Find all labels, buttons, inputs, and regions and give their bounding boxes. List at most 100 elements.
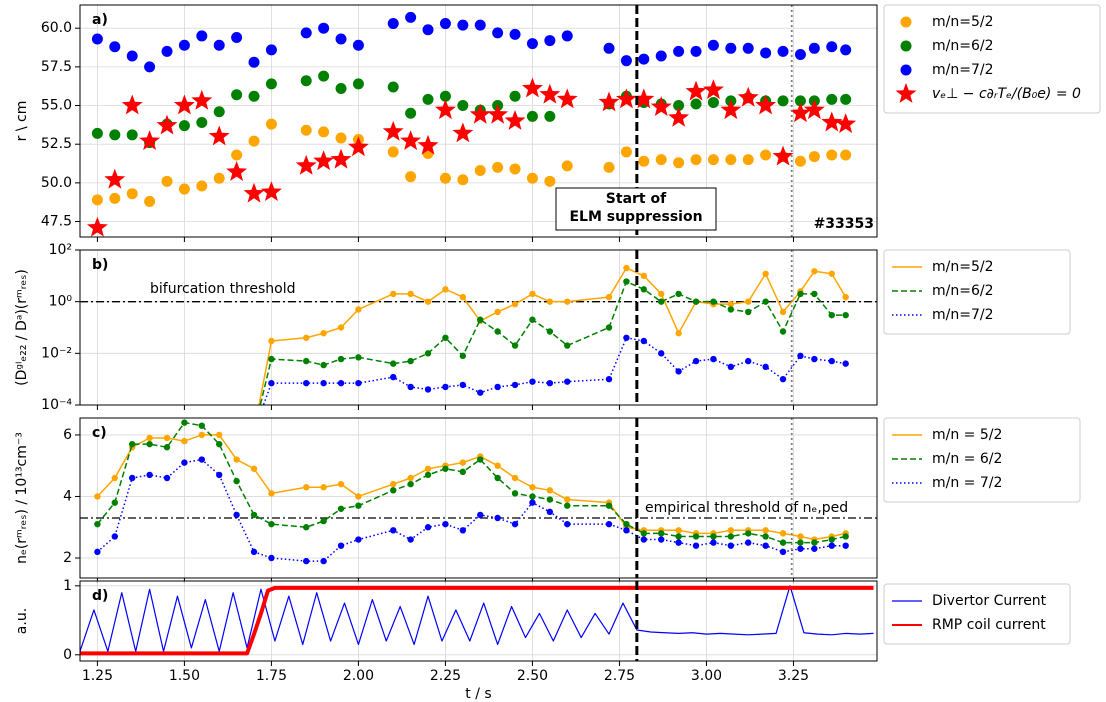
- point: [797, 533, 804, 540]
- point: [109, 129, 121, 141]
- point: [710, 533, 717, 540]
- point: [146, 440, 153, 448]
- point: [828, 311, 835, 319]
- point: [459, 527, 467, 534]
- star-point: [737, 86, 759, 107]
- star-point: [173, 94, 195, 115]
- point: [231, 31, 243, 43]
- star-point: [521, 77, 543, 98]
- panel: [80, 250, 877, 434]
- series-line: [96, 434, 846, 541]
- point: [109, 41, 121, 53]
- star-point: [504, 110, 526, 130]
- point: [603, 42, 615, 54]
- y-tick-label: 57.5: [41, 59, 72, 75]
- point: [511, 520, 519, 528]
- point: [111, 499, 119, 506]
- point: [352, 78, 364, 90]
- point: [161, 175, 173, 187]
- legend-label: m/n=5/2: [932, 259, 994, 275]
- star-point: [121, 94, 143, 115]
- point: [318, 126, 330, 138]
- legend-label: m/n=7/2: [932, 62, 994, 78]
- point: [146, 434, 153, 442]
- legend-label: RMP coil current: [932, 617, 1046, 633]
- y-tick-label: 6: [63, 427, 72, 443]
- point: [213, 106, 225, 118]
- point: [561, 30, 573, 42]
- point: [474, 19, 486, 31]
- point: [640, 286, 648, 293]
- point: [422, 93, 434, 105]
- point: [794, 155, 806, 167]
- star-point: [539, 83, 561, 104]
- point: [640, 536, 648, 543]
- point: [163, 444, 171, 451]
- star-point: [400, 130, 422, 151]
- point: [811, 268, 818, 275]
- point: [268, 337, 275, 345]
- star-point: [86, 216, 108, 237]
- point: [840, 149, 852, 161]
- legend-box: [883, 417, 1081, 503]
- panel-label: a): [92, 12, 108, 28]
- point: [828, 270, 835, 277]
- point: [233, 511, 240, 519]
- star-point: [434, 99, 456, 120]
- point: [777, 45, 789, 57]
- point: [727, 527, 735, 534]
- point: [251, 428, 257, 434]
- point: [144, 195, 156, 207]
- point: [561, 160, 573, 172]
- star-point: [821, 111, 843, 132]
- point: [526, 110, 538, 122]
- star-point: [487, 103, 509, 124]
- point: [658, 298, 665, 305]
- point: [109, 192, 121, 204]
- star-point: [191, 89, 213, 110]
- axes-frame: [79, 249, 878, 406]
- point: [620, 55, 632, 67]
- point: [605, 293, 613, 301]
- point: [178, 183, 190, 195]
- point: [638, 53, 650, 65]
- star-point: [633, 88, 655, 109]
- point: [779, 539, 787, 546]
- point: [564, 298, 571, 305]
- point: [511, 381, 519, 389]
- star-point: [226, 161, 248, 181]
- point: [250, 465, 258, 472]
- point: [268, 490, 275, 497]
- point: [335, 83, 347, 95]
- point: [459, 352, 467, 360]
- star-point: [330, 148, 352, 169]
- point: [439, 90, 451, 102]
- point: [303, 357, 310, 365]
- point: [620, 146, 632, 158]
- point: [318, 22, 330, 34]
- star-point: [772, 145, 794, 166]
- point: [439, 172, 451, 184]
- point: [842, 311, 849, 319]
- point: [658, 290, 665, 298]
- point: [564, 496, 571, 503]
- point: [727, 542, 735, 549]
- point: [605, 375, 613, 383]
- point: [320, 484, 327, 491]
- point: [760, 47, 772, 59]
- point: [407, 474, 414, 482]
- point: [692, 542, 700, 549]
- point: [457, 174, 469, 186]
- legend-label: m/n=5/2: [932, 14, 994, 30]
- point: [779, 328, 787, 335]
- point: [303, 524, 310, 531]
- point: [725, 154, 737, 166]
- point: [779, 530, 787, 537]
- legend-marker: [900, 16, 912, 28]
- star-point: [260, 181, 282, 202]
- series-line: [80, 585, 874, 652]
- point: [797, 290, 804, 298]
- point: [335, 33, 347, 45]
- point: [198, 422, 206, 429]
- point: [762, 527, 769, 534]
